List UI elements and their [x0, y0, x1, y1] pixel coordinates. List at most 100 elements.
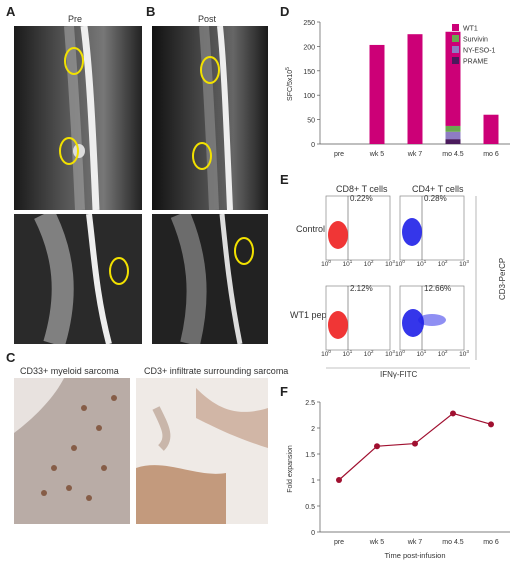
lesion-marker-icon [200, 56, 220, 84]
f-ytick-label: 2.5 [305, 400, 315, 407]
flow-xlabel: IFNγ-FITC [380, 370, 418, 379]
flow-tick-label: 101 [342, 259, 352, 268]
d-legend-swatch [452, 24, 459, 31]
flow-tick-exp: 3 [392, 349, 395, 354]
flow-tick-exp: 3 [392, 259, 395, 264]
mri-post-sagittal [152, 26, 268, 210]
d-legend-swatch [452, 35, 459, 42]
flow-tick-label: 100 [395, 349, 405, 358]
flow-tick-exp: 2 [445, 259, 448, 264]
d-xtick-label: mo 6 [483, 151, 499, 158]
d-ytick-label: 200 [303, 44, 315, 51]
flow-tick-exp: 1 [424, 349, 427, 354]
flow-tick-label: 101 [342, 349, 352, 358]
panel-c-left-caption: CD33+ myeloid sarcoma [20, 366, 119, 376]
panel-d-letter: D [280, 4, 290, 19]
f-series-line [338, 412, 492, 481]
row-label-wt1: WT1 pepmix [290, 310, 341, 320]
f-xtick-label: wk 5 [369, 539, 385, 546]
d-bar-wt1 [407, 34, 423, 145]
row-label-control: Control [296, 224, 326, 234]
lesion-marker-icon [64, 47, 84, 75]
flow-tick-exp: 0 [402, 349, 405, 354]
flow-tick-exp: 2 [371, 259, 374, 264]
flow-tick-label: 103 [459, 349, 469, 358]
f-ytick-label: 0.5 [305, 504, 315, 511]
flow-tick-label: 102 [438, 349, 448, 358]
d-ytick-label: 150 [303, 69, 315, 76]
chart-f: 0 0.5 1 1.5 2 2.5 Fold expansion Time post-infu… [287, 400, 510, 560]
d-bar-wt1 [369, 44, 385, 144]
panel-a-title: Pre [68, 14, 83, 24]
f-point [374, 443, 380, 450]
d-ytick-label: 0 [311, 142, 315, 149]
flow-tick-label: 100 [321, 259, 331, 268]
col-label-cd8: CD8+ T cells [336, 184, 388, 194]
d-legend-label: WT1 [463, 26, 478, 33]
lesion-marker-icon [59, 137, 79, 165]
flow-tick-exp: 2 [445, 349, 448, 354]
d-bar-survivin [445, 125, 461, 132]
panel-e-letter: E [280, 172, 289, 187]
f-xtick-label: wk 7 [407, 539, 423, 546]
f-ytick-label: 0 [311, 530, 315, 537]
flow-tick-exp: 1 [424, 259, 427, 264]
panel-f-letter: F [280, 384, 288, 399]
d-ytick-label: 250 [303, 20, 315, 27]
d-xtick-label: wk 7 [407, 151, 423, 158]
f-point [450, 410, 456, 417]
lesion-marker-icon [234, 237, 254, 265]
d-xtick-label: pre [334, 151, 344, 158]
panel-a-letter: A [6, 4, 16, 19]
f-xtick-label: mo 4.5 [442, 539, 464, 546]
flow-tick-exp: 0 [328, 349, 331, 354]
flow-tick-label: 100 [395, 259, 405, 268]
flow-tick-exp: 1 [350, 349, 353, 354]
f-xlabel: Time post-infusion [385, 551, 446, 560]
d-legend-label: PRAME [463, 59, 488, 66]
d-bar-wt1 [445, 31, 461, 126]
flow-tick-exp: 3 [466, 349, 469, 354]
f-ytick-label: 1 [311, 478, 315, 485]
panel-b-letter: B [146, 4, 156, 19]
panel-c-right-caption: CD3+ infiltrate surrounding sarcoma [144, 366, 289, 376]
flow-tick-label: 103 [385, 349, 395, 358]
col-label-cd4: CD4+ T cells [412, 184, 464, 194]
histology-cd33 [14, 378, 130, 524]
f-xtick-label: mo 6 [483, 539, 499, 546]
pct-cd4-wt1: 12.66% [424, 284, 452, 293]
pct-cd4-control: 0.28% [424, 194, 447, 203]
flow-tick-label: 102 [438, 259, 448, 268]
d-bar-prame [445, 139, 461, 144]
d-legend-label: NY-ESO-1 [463, 48, 496, 55]
flow-tick-label: 103 [459, 259, 469, 268]
f-point [412, 440, 418, 447]
flow-tick-exp: 0 [328, 259, 331, 264]
d-legend-swatch [452, 57, 459, 64]
flow-ylabel: CD3-PerCP [498, 257, 507, 300]
d-xtick-label: mo 4.5 [442, 151, 464, 158]
d-legend-swatch [452, 46, 459, 53]
d-legend-label: Survivin [463, 37, 488, 44]
f-point [336, 477, 342, 483]
d-ytick-label: 50 [307, 118, 315, 125]
d-xtick-label: wk 5 [369, 151, 385, 158]
f-ylabel: Fold expansion [287, 445, 294, 493]
d-ylabel: SFC/5x105 [285, 67, 294, 101]
pct-cd8-wt1: 2.12% [350, 284, 373, 293]
histology-cd3 [136, 378, 268, 524]
panel-b-title: Post [198, 14, 217, 24]
f-xtick-label: pre [334, 539, 344, 546]
flow-tick-exp: 2 [371, 349, 374, 354]
f-point [488, 421, 494, 428]
d-bar-wt1 [483, 114, 499, 144]
f-ytick-label: 2 [311, 426, 315, 433]
mri-pre-sagittal [14, 26, 142, 210]
flow-tick-label: 102 [364, 349, 374, 358]
lesion-marker-icon [192, 142, 212, 170]
mri-pre-lumbar [14, 214, 142, 344]
flow-tick-exp: 0 [402, 259, 405, 264]
flow-tick-label: 101 [416, 259, 426, 268]
d-ylabel-sup: 5 [285, 67, 291, 70]
